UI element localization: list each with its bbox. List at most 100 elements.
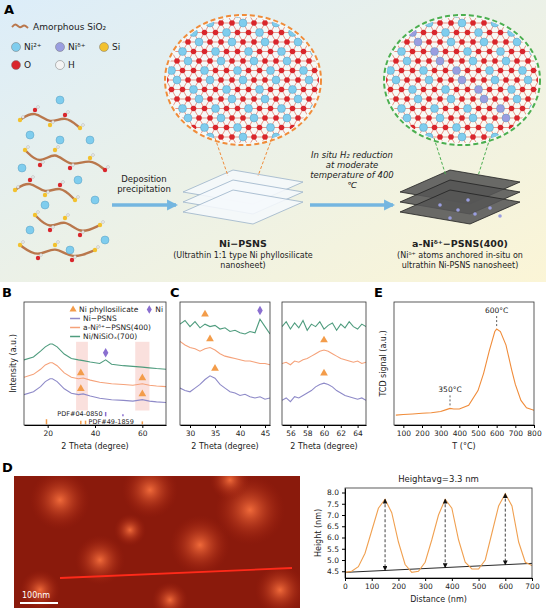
bond <box>545 52 546 62</box>
atom <box>322 29 330 37</box>
bond <box>385 14 391 24</box>
atom <box>223 86 231 94</box>
atom <box>542 68 546 74</box>
bond <box>528 118 539 119</box>
bond <box>331 61 342 62</box>
atom <box>328 58 334 64</box>
atom <box>509 49 515 55</box>
atom <box>78 126 82 130</box>
bond <box>161 127 172 128</box>
atom <box>235 49 241 55</box>
atom <box>262 20 268 26</box>
atom <box>218 20 224 26</box>
atom <box>268 30 274 36</box>
bond <box>517 23 528 24</box>
atom <box>531 87 537 93</box>
bond <box>380 108 391 109</box>
bond <box>385 42 396 43</box>
atom <box>392 19 400 27</box>
bond <box>517 14 523 24</box>
bond <box>374 42 385 43</box>
bond <box>545 70 546 71</box>
atom <box>312 30 318 36</box>
atom <box>196 77 202 83</box>
bond <box>315 33 321 43</box>
bond <box>326 52 332 62</box>
bond <box>166 128 172 138</box>
atom <box>185 39 191 45</box>
atom <box>392 76 400 84</box>
legend-icon <box>12 43 21 52</box>
silica-chain <box>25 150 105 170</box>
bond <box>391 23 397 33</box>
atom <box>250 57 258 65</box>
bond <box>271 146 282 147</box>
bond <box>457 13 468 14</box>
bond <box>320 118 331 119</box>
bond <box>155 99 166 100</box>
atom <box>245 48 253 56</box>
atom <box>207 39 213 45</box>
atom <box>300 10 308 18</box>
atom <box>218 134 224 140</box>
bond <box>166 42 177 43</box>
bond <box>155 71 161 81</box>
atom <box>476 68 482 74</box>
bond <box>282 147 288 157</box>
bond <box>320 61 331 62</box>
atom <box>300 67 308 75</box>
bond <box>545 90 546 100</box>
bond <box>326 99 332 109</box>
atom <box>174 96 180 102</box>
bond <box>539 23 545 33</box>
bond <box>501 137 507 147</box>
bond <box>210 14 216 24</box>
atom <box>82 124 85 127</box>
atom <box>420 67 428 75</box>
bond <box>380 99 386 109</box>
atom <box>432 11 438 17</box>
bond <box>528 23 534 33</box>
silica-chain <box>35 215 100 231</box>
bond <box>517 147 523 157</box>
atom <box>224 125 230 131</box>
bond <box>369 80 375 90</box>
bond <box>534 23 540 33</box>
atom <box>465 87 471 93</box>
atom <box>370 57 378 65</box>
bond <box>534 109 540 119</box>
atom <box>163 134 169 140</box>
bond <box>523 14 529 24</box>
bond <box>161 128 167 138</box>
bond <box>374 99 380 109</box>
bond <box>539 42 546 43</box>
bond <box>457 147 463 157</box>
atom <box>492 39 498 45</box>
atom <box>202 144 208 150</box>
atom <box>525 96 531 102</box>
atom <box>432 87 438 93</box>
zoom-background <box>165 15 321 145</box>
atom <box>327 95 335 103</box>
bond <box>534 33 540 43</box>
bond <box>172 147 178 157</box>
atom <box>262 77 268 83</box>
atom <box>63 216 67 220</box>
atom <box>235 87 241 93</box>
atom <box>196 58 202 64</box>
bond <box>298 23 309 24</box>
atom <box>224 49 230 55</box>
atom <box>152 39 158 45</box>
bond <box>326 146 337 147</box>
atom <box>410 106 416 112</box>
bond <box>374 61 380 71</box>
bond <box>391 118 397 128</box>
bond <box>331 23 337 33</box>
atom <box>541 86 546 94</box>
bond <box>468 146 479 147</box>
atom <box>328 134 334 140</box>
silica-chain <box>20 114 80 128</box>
atom <box>168 10 176 18</box>
bond <box>320 42 326 52</box>
bond <box>539 128 545 138</box>
